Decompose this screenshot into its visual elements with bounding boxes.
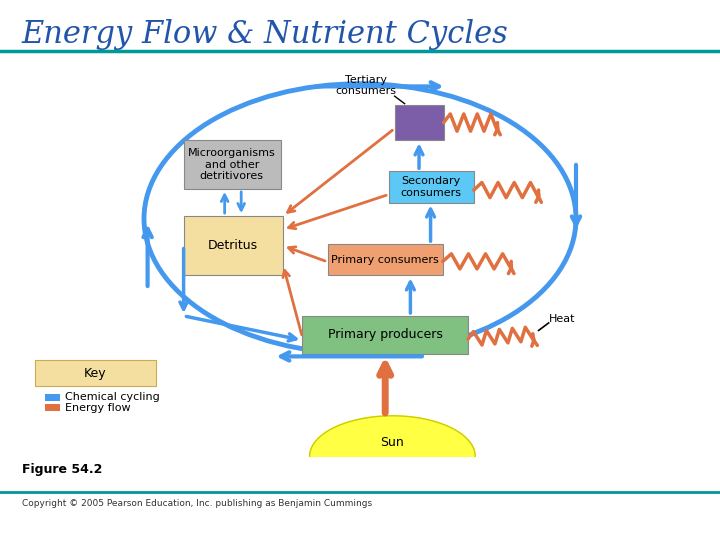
FancyBboxPatch shape bbox=[389, 171, 474, 202]
Text: Energy flow: Energy flow bbox=[65, 403, 130, 413]
FancyBboxPatch shape bbox=[395, 105, 444, 140]
Text: Copyright © 2005 Pearson Education, Inc. publishing as Benjamin Cummings: Copyright © 2005 Pearson Education, Inc.… bbox=[22, 500, 372, 509]
Bar bbox=[45, 404, 60, 411]
FancyBboxPatch shape bbox=[35, 360, 156, 386]
Text: Heat: Heat bbox=[549, 314, 576, 324]
FancyBboxPatch shape bbox=[302, 316, 468, 354]
Polygon shape bbox=[310, 416, 475, 456]
FancyBboxPatch shape bbox=[184, 216, 283, 275]
FancyBboxPatch shape bbox=[184, 140, 281, 189]
Text: Primary producers: Primary producers bbox=[328, 328, 443, 341]
FancyBboxPatch shape bbox=[328, 244, 443, 275]
Text: Microorganisms
and other
detritivores: Microorganisms and other detritivores bbox=[188, 148, 276, 181]
Bar bbox=[45, 394, 60, 401]
Text: Chemical cycling: Chemical cycling bbox=[65, 393, 160, 402]
Text: Sun: Sun bbox=[381, 436, 404, 449]
Text: Key: Key bbox=[84, 367, 107, 380]
Text: Tertiary
consumers: Tertiary consumers bbox=[336, 75, 396, 96]
Text: Energy Flow & Nutrient Cycles: Energy Flow & Nutrient Cycles bbox=[22, 19, 508, 50]
Text: Figure 54.2: Figure 54.2 bbox=[22, 463, 102, 476]
Text: Primary consumers: Primary consumers bbox=[331, 255, 439, 265]
Text: Secondary
consumers: Secondary consumers bbox=[401, 176, 462, 198]
Text: Detritus: Detritus bbox=[208, 239, 258, 252]
